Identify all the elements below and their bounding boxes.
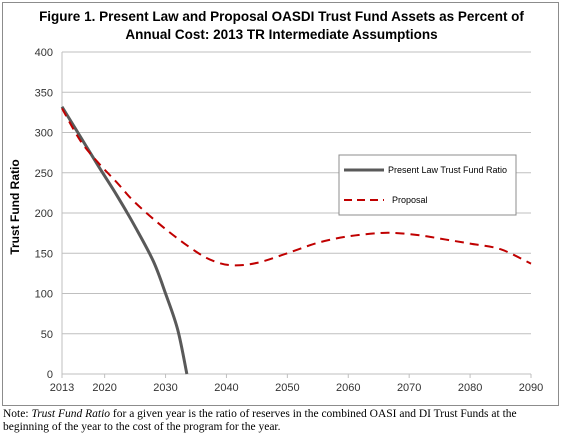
series-group	[60, 105, 532, 375]
y-tick-label-200: 200	[35, 208, 53, 220]
y-tick-label-250: 250	[35, 168, 53, 180]
y-tick-label-400: 400	[35, 47, 53, 59]
chart-title: Figure 1. Present Law and Proposal OASDI…	[0, 8, 563, 44]
legend-box	[338, 154, 517, 216]
y-tick-label-150: 150	[35, 248, 53, 260]
chart-title-line-2: Annual Cost: 2013 TR Intermediate Assump…	[125, 27, 438, 42]
footnote: Note: Trust Fund Ratio for a given year …	[3, 408, 561, 434]
chart-title-line-1: Figure 1. Present Law and Proposal OASDI…	[39, 9, 524, 24]
x-tick-label-2013: 2013	[50, 382, 74, 394]
y-tick-label-350: 350	[35, 87, 53, 99]
legend: Present Law Trust Fund Ratio Proposal	[338, 154, 517, 216]
series-line-proposal	[61, 107, 532, 267]
series-line-present-law	[60, 105, 189, 375]
y-axis-label: Trust Fund Ratio	[8, 159, 22, 254]
y-tick-label-100: 100	[35, 289, 53, 301]
x-tick-label-2020: 2020	[92, 382, 116, 394]
x-tick-label-2060: 2060	[336, 382, 360, 394]
footnote-text: for a given year is the ratio of reserve…	[3, 408, 517, 433]
footnote-prefix: Note:	[3, 408, 32, 420]
x-tick-label-2040: 2040	[214, 382, 238, 394]
x-tick-label-2030: 2030	[153, 382, 177, 394]
x-tick-label-2050: 2050	[275, 382, 299, 394]
x-tick-label-2090: 2090	[519, 382, 543, 394]
x-tick-label-2080: 2080	[458, 382, 482, 394]
y-axis-ticks: 0 50 100 150 200 250 300 350 400	[35, 47, 53, 381]
trust-fund-chart: 0 50 100 150 200 250 300 350 400 2013 2020 2030 204…	[8, 47, 543, 394]
legend-label-proposal: Proposal	[392, 195, 428, 205]
x-tick-label-2070: 2070	[397, 382, 421, 394]
footnote-term: Trust Fund Ratio	[31, 408, 111, 420]
y-tick-label-300: 300	[35, 128, 53, 140]
chart-frame	[2, 2, 559, 406]
y-tick-label-0: 0	[47, 369, 53, 381]
legend-label-present-law: Present Law Trust Fund Ratio	[388, 165, 507, 175]
x-axis-ticks: 2013 2020 2030 2040 2050 2060 2070 2080 2090	[50, 374, 543, 394]
y-tick-label-50: 50	[41, 329, 53, 341]
